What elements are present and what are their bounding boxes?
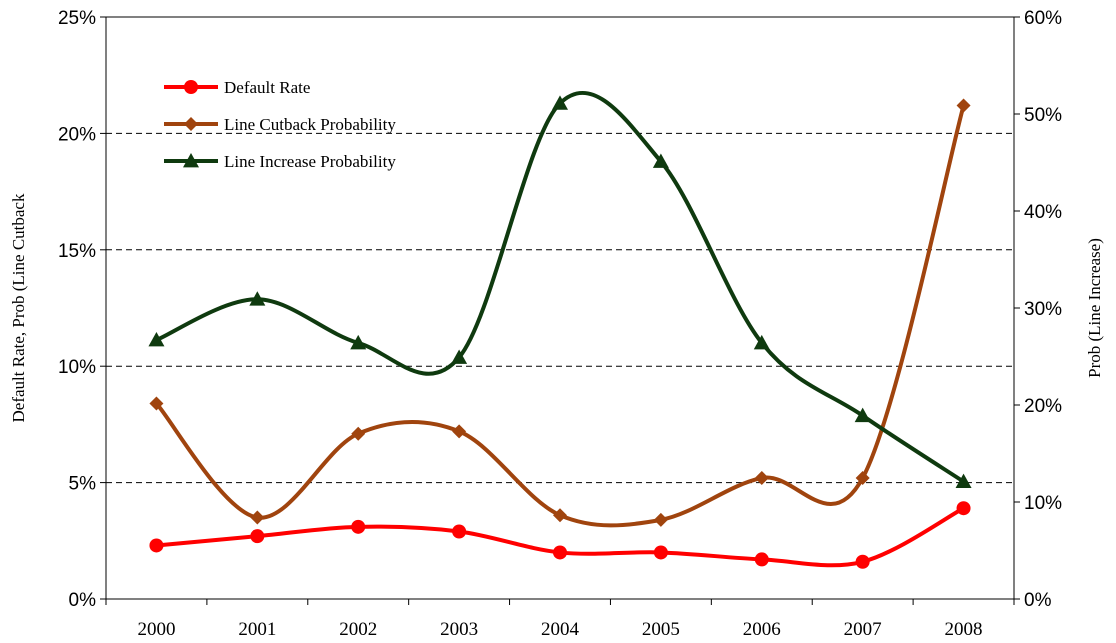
legend-marker-line-cutback-probability xyxy=(184,117,198,131)
right-tick-label: 30% xyxy=(1024,299,1062,320)
right-tick-label: 10% xyxy=(1024,493,1062,514)
x-tick-label: 2000 xyxy=(137,619,175,640)
right-axis-ticks: 0% 10% 20% 30% 40% 50% 60% xyxy=(1014,8,1062,611)
x-tick-label: 2007 xyxy=(844,619,882,640)
default-rate-point xyxy=(452,524,467,539)
left-tick-label: 0% xyxy=(69,590,97,611)
right-tick-label: 60% xyxy=(1024,8,1062,29)
left-axis-label: Default Rate, Prob (Line Cutback xyxy=(9,193,28,422)
right-axis-label: Prob (Line Increase) xyxy=(1085,238,1104,378)
x-tick-label: 2006 xyxy=(743,619,781,640)
line-increase-probability-point xyxy=(753,334,770,350)
line-increase-probability-point xyxy=(552,95,568,110)
default-rate-point xyxy=(149,538,164,553)
legend-marker-line-increase-probability xyxy=(183,153,199,168)
right-tick-label: 0% xyxy=(1024,590,1052,611)
line-increase-probability-point xyxy=(955,473,972,489)
line-increase-probability-point xyxy=(451,349,468,364)
left-tick-label: 10% xyxy=(58,357,96,378)
x-tick-label: 2003 xyxy=(440,619,478,640)
x-axis-ticks: 2000 2001 2002 2003 2004 2005 2006 2007 2008 xyxy=(105,599,1015,640)
x-tick-label: 2001 xyxy=(238,619,276,640)
left-tick-label: 20% xyxy=(58,124,96,145)
right-tick-label: 20% xyxy=(1024,396,1062,417)
legend-label-line-cutback-probability: Line Cutback Probability xyxy=(224,115,396,134)
legend-label-default-rate: Default Rate xyxy=(224,78,310,97)
line-cutback-probability-point xyxy=(149,396,164,411)
line-cutback-probability-point xyxy=(754,470,769,485)
legend-marker-default-rate xyxy=(184,80,198,94)
grid-lines xyxy=(106,132,1014,484)
default-rate-point xyxy=(553,545,567,560)
line-cutback-probability-point xyxy=(855,470,870,485)
line-cutback-probability-point xyxy=(956,98,971,113)
x-tick-label: 2005 xyxy=(642,619,680,640)
legend: Default Rate Line Cutback Probability Line… xyxy=(164,78,396,171)
default-rate-point xyxy=(653,545,668,560)
left-tick-label: 5% xyxy=(69,474,97,495)
line-cutback-probability-point xyxy=(553,508,567,523)
series-group xyxy=(148,90,972,569)
left-axis-ticks: 0% 5% 10% 15% 20% 25% xyxy=(58,8,106,611)
x-tick-label: 2008 xyxy=(945,619,983,640)
right-tick-label: 40% xyxy=(1024,202,1062,223)
right-tick-label: 50% xyxy=(1024,105,1062,126)
default-rate-point xyxy=(754,552,769,567)
x-tick-label: 2004 xyxy=(541,619,580,640)
default-rate-point xyxy=(956,501,971,516)
line-cutback-probability-line xyxy=(154,104,966,528)
left-tick-label: 25% xyxy=(58,8,96,29)
default-rate-point xyxy=(250,529,265,544)
line-cutback-probability-point xyxy=(653,512,668,527)
default-rate-point xyxy=(855,554,870,569)
x-tick-label: 2002 xyxy=(339,619,377,640)
line-cutback-probability-point xyxy=(452,424,467,439)
line-increase-probability-point xyxy=(249,291,266,306)
left-tick-label: 15% xyxy=(58,241,96,262)
line-increase-probability-point xyxy=(350,334,367,350)
line-increase-probability-point xyxy=(854,407,871,423)
line-increase-probability-point xyxy=(652,153,669,168)
default-rate-point xyxy=(351,519,366,534)
line-increase-probability-point xyxy=(148,332,165,347)
legend-label-line-increase-probability: Line Increase Probability xyxy=(224,152,396,171)
line-cutback-probability-point xyxy=(351,426,366,441)
line-cutback-probability-point xyxy=(250,510,265,525)
